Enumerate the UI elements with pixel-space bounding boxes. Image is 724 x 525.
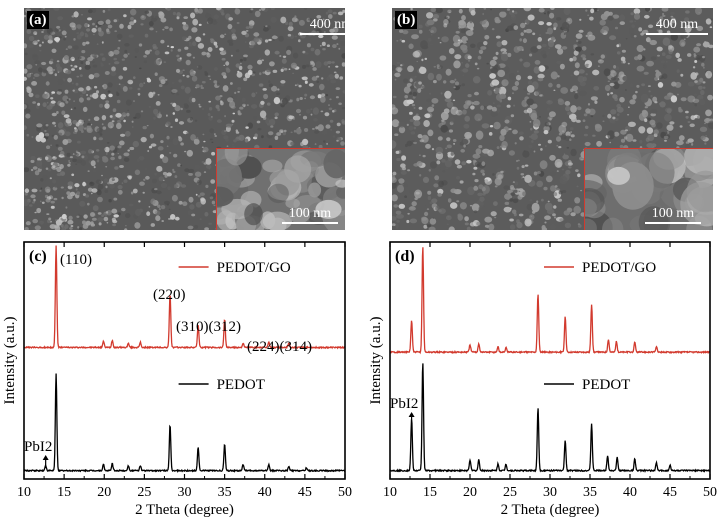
plot-frame [23,241,346,480]
x-tick-label: 20 [97,485,111,500]
panel-label: (c) [29,248,47,265]
x-tick-label: 50 [338,485,352,500]
series-line-pedot-go [389,247,711,355]
annotation-hkl: (224)(314) [247,339,312,355]
scale-bar-a: 400 nm [300,18,345,35]
x-tick-label: 45 [298,485,312,500]
plot-frame [389,241,711,480]
inset-scale-line-b [645,222,701,224]
scale-bar-label-a: 400 nm [309,17,345,32]
annotation-pbi2: PbI2 [390,396,418,412]
x-tick-label: 15 [57,485,71,500]
sem-inset-a: 100 nm [216,148,345,230]
x-tick-label: 30 [543,485,557,500]
xrd-chart-d: 10 15 20 25 30 35 40 45 50 2 Theta (degree) Intens… [368,241,717,518]
annotation-pbi2: PbI2 [24,439,52,455]
scale-bar-b: 400 nm [646,18,708,35]
x-tick-label: 40 [623,485,637,500]
x-tick-label: 10 [17,485,31,500]
x-tick-label: 35 [218,485,232,500]
sem-inset-b: 100 nm [584,148,713,230]
inset-scale-label-b: 100 nm [651,206,695,221]
x-tick-label: 25 [503,485,517,500]
x-tick-label: 45 [663,485,677,500]
legend-label: PEDOT/GO [582,260,656,276]
scale-bar-label-b: 400 nm [655,17,699,32]
scale-bar-line-b [646,33,708,35]
legend-label: PEDOT [582,377,630,393]
x-axis-label: 2 Theta (degree) [501,502,600,518]
sem-inset-texture-b [585,149,713,230]
annotation-arrowhead [42,455,49,460]
annotation-hkl: (220) [153,287,186,303]
annotation-arrowhead [408,412,415,417]
sem-inset-texture-a [217,149,345,230]
inset-scale-bar-a: 100 nm [282,207,338,224]
sem-texture-b [392,8,713,230]
sem-image-b: (b) 400 nm 100 nm [392,8,713,230]
series-line-pedot [389,363,711,473]
inset-scale-bar-b: 100 nm [645,207,701,224]
x-tick-label: 30 [178,485,192,500]
x-tick-label: 15 [423,485,437,500]
legend-label: PEDOT [217,377,265,393]
series-line-pedot [23,373,346,474]
x-tick-label: 25 [137,485,151,500]
panel-label-a: (a) [27,11,49,29]
xrd-chart-c: 10 15 20 25 30 35 40 45 50 2 Theta (degree) Intens… [2,241,352,518]
x-tick-label: 20 [463,485,477,500]
panel-label-b: (b) [395,11,418,29]
annotation-hkl: (110) [60,252,92,268]
x-tick-label: 40 [258,485,272,500]
x-tick-label: 50 [703,485,717,500]
annotation-hkl: (310)(312) [176,319,241,335]
sem-image-a: (a) 400 nm 100 nm [24,8,345,230]
panel-label: (d) [395,248,415,265]
y-axis-label: Intensity (a.u.) [368,317,384,405]
series-line-pedot-go [23,245,346,350]
scale-bar-line-a [300,33,345,35]
inset-scale-label-a: 100 nm [288,206,332,221]
x-axis-label: 2 Theta (degree) [135,502,234,518]
legend-label: PEDOT/GO [217,260,291,276]
x-tick-label: 10 [383,485,397,500]
y-axis-label: Intensity (a.u.) [2,317,18,405]
x-tick-label: 35 [583,485,597,500]
inset-scale-line-a [282,222,338,224]
